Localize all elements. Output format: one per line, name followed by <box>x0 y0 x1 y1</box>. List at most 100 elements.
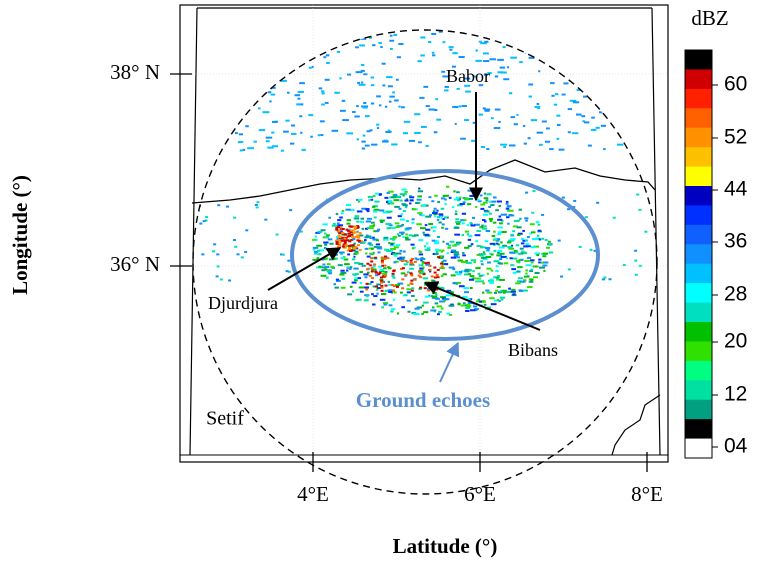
echo <box>418 188 420 190</box>
figure: Babor Djurdjura Bibans Ground echoes Set… <box>0 0 757 566</box>
echo <box>269 100 271 102</box>
echo <box>441 197 445 199</box>
echo <box>394 194 397 196</box>
echo <box>404 193 407 195</box>
echo <box>405 239 410 241</box>
echo <box>436 210 438 212</box>
echo <box>499 222 503 224</box>
echo <box>388 130 391 132</box>
echo <box>367 130 371 132</box>
echo <box>418 190 423 192</box>
echo <box>544 38 550 40</box>
echo <box>356 199 359 201</box>
echo <box>417 195 421 197</box>
echo <box>384 271 387 273</box>
echo <box>370 281 373 283</box>
echo <box>241 62 245 64</box>
echo <box>533 190 536 192</box>
echo <box>316 245 322 247</box>
echo <box>332 225 338 227</box>
echo <box>337 51 340 53</box>
echo <box>512 293 515 295</box>
echo <box>377 247 382 249</box>
echo <box>373 195 376 197</box>
echo <box>391 143 397 145</box>
echo <box>281 150 284 152</box>
echo <box>238 141 243 143</box>
echo <box>493 196 497 198</box>
echo <box>407 271 410 273</box>
echo <box>327 271 333 273</box>
echo <box>591 129 597 131</box>
echo <box>426 105 430 107</box>
echo <box>443 260 447 262</box>
echo <box>469 279 474 281</box>
echo <box>425 145 428 147</box>
echo <box>375 193 379 195</box>
echo <box>401 224 404 226</box>
echo <box>362 147 365 149</box>
echo <box>339 77 341 79</box>
echo <box>421 214 424 216</box>
echo <box>539 267 545 269</box>
echo <box>370 261 373 263</box>
echo <box>328 217 331 219</box>
echo <box>362 228 364 230</box>
echo <box>527 257 531 259</box>
echo <box>625 95 632 97</box>
echo <box>337 222 340 224</box>
echo <box>434 242 439 244</box>
echo <box>531 231 535 233</box>
echo <box>404 200 408 202</box>
echo <box>301 55 306 57</box>
echo <box>530 279 533 281</box>
echo <box>371 248 373 250</box>
echo <box>449 314 452 316</box>
echo <box>625 77 630 79</box>
echo <box>391 196 396 198</box>
echo <box>456 191 460 193</box>
colorbar-segment <box>685 244 712 264</box>
echo <box>500 67 505 69</box>
echo <box>328 36 333 38</box>
arrow <box>440 343 458 382</box>
echo <box>419 287 422 289</box>
echo <box>604 37 610 39</box>
echo <box>495 109 501 111</box>
colorbar-segment <box>685 322 712 342</box>
echo <box>434 131 438 133</box>
echo <box>363 102 366 104</box>
echo <box>341 287 346 289</box>
echo <box>555 41 558 43</box>
echo <box>380 299 386 301</box>
echo <box>290 38 295 40</box>
echo <box>409 272 412 274</box>
echo <box>325 258 328 260</box>
echo <box>348 225 351 227</box>
echo <box>521 259 524 261</box>
echo <box>389 96 394 98</box>
echo <box>256 201 259 203</box>
echo <box>536 221 540 223</box>
echo <box>475 50 477 52</box>
echo <box>435 240 439 242</box>
echo <box>497 286 501 288</box>
echo <box>383 239 388 241</box>
echo <box>343 238 346 240</box>
echo <box>283 40 288 42</box>
echo <box>432 306 434 308</box>
echo <box>265 47 270 49</box>
echo <box>320 134 323 136</box>
echo <box>500 297 505 299</box>
echo <box>428 223 433 225</box>
echo <box>545 141 550 143</box>
echo <box>401 106 405 108</box>
echo <box>375 286 378 288</box>
echo <box>428 41 431 43</box>
echo <box>548 241 551 243</box>
echo <box>434 195 438 197</box>
echo <box>495 75 498 77</box>
echo <box>382 63 386 65</box>
echo <box>356 221 359 223</box>
echo <box>538 230 541 232</box>
